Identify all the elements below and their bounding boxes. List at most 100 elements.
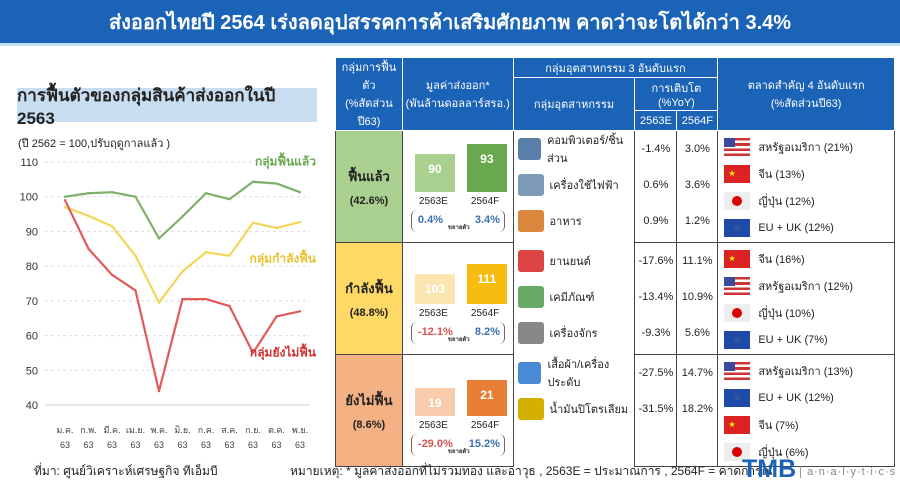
- market-item: สหรัฐอเมริกา (12%): [718, 272, 894, 299]
- x-tick-year: 63: [107, 440, 117, 450]
- x-tick-year: 63: [295, 440, 305, 450]
- industry-name: อาหาร: [549, 216, 582, 228]
- growth-2563e-value: -9.3%: [641, 327, 671, 339]
- growth-2564f: 3.4%: [474, 213, 500, 226]
- data-point: [157, 237, 161, 240]
- data-point: [298, 220, 302, 224]
- growth-bracket: 0.4% ขยายตัว 3.4%: [410, 209, 505, 232]
- market-item: ◌ EU + UK (12%): [718, 384, 894, 411]
- growth-2563e: 0.4%: [417, 213, 443, 226]
- line-chart: 110 100 90 80 70 60 50 40 ม.ค. 63 ก.พ. 63 มี.ค. 63 เม.…: [20, 151, 317, 450]
- data-point: [134, 195, 137, 198]
- y-tick-label: 70: [26, 296, 38, 308]
- industry-icon: [517, 285, 544, 308]
- page-title: ส่งออกไทยปี 2564 เร่งลดอุปสรรคการค้าเสริ…: [0, 0, 900, 46]
- us-flag-icon: [724, 276, 751, 295]
- data-point: [251, 351, 255, 355]
- x-tick-year: 63: [201, 440, 211, 450]
- y-tick-label: 80: [26, 261, 38, 273]
- data-point: [87, 214, 90, 218]
- growth-2563e-value: -17.6%: [638, 255, 674, 267]
- data-point: [87, 247, 90, 250]
- market-name: สหรัฐอเมริกา (12%): [758, 280, 854, 293]
- market-name: EU + UK (7%): [758, 333, 828, 346]
- china-flag-icon: ★: [724, 415, 751, 434]
- source-note: ที่มา: ศูนย์วิเคราะห์เศรษฐกิจ ทีเอ็มบี: [34, 464, 218, 478]
- market-item: ★ จีน (16%): [718, 245, 894, 272]
- data-point: [110, 273, 114, 277]
- x-tick-label: ต.ค.: [268, 425, 285, 435]
- data-point: [251, 221, 255, 224]
- data-point: [181, 297, 184, 301]
- y-tick-label: 100: [20, 192, 38, 204]
- growth-2564f-value: 3.0%: [684, 143, 710, 155]
- industry-icon: [517, 397, 544, 420]
- china-flag-icon: ★: [724, 249, 751, 268]
- industry-icon: [517, 361, 542, 384]
- data-point: [157, 389, 161, 393]
- header-markets-sub: (%สัดส่วนปี63): [770, 98, 842, 110]
- market-name: EU + UK (12%): [758, 221, 834, 234]
- year-label: 2563E: [418, 195, 448, 207]
- data-point: [63, 195, 67, 198]
- growth-2563e-value: -27.5%: [638, 367, 674, 379]
- data-point: [228, 254, 231, 257]
- group-share: (8.6%): [352, 419, 386, 431]
- industry-name: เครื่องใช้ไฟฟ้า: [549, 180, 619, 192]
- industry-name: เครื่องจักร: [549, 327, 598, 340]
- industry-item: อาหาร: [517, 203, 635, 239]
- group-name: ยังไม่ฟื้น: [345, 393, 393, 408]
- eu-flag-icon: ◌: [724, 330, 751, 349]
- growth-2563e-value: -13.4%: [638, 291, 674, 303]
- year-label: 2564F: [470, 307, 500, 319]
- group-name: กำลังฟื้น: [345, 281, 393, 296]
- group-cell: ยังไม่ฟื้น (8.6%): [335, 354, 403, 467]
- group-share: (42.6%): [349, 195, 389, 207]
- growth-2563e-value: -31.5%: [638, 403, 674, 415]
- x-tick-year: 63: [83, 440, 93, 450]
- footnote: หมายเหตุ: * มูลค่าส่งออกที่ไม่รวมทอง และ…: [290, 464, 773, 478]
- industry-icon: [517, 321, 544, 344]
- series-label: กลุ่มยังไม่ฟื้น: [250, 342, 317, 360]
- market-item: ◌ EU + UK (12%): [718, 214, 894, 241]
- japan-flag-icon: [724, 191, 751, 210]
- market-name: สหรัฐอเมริกา (13%): [758, 365, 854, 378]
- market-item: สหรัฐอเมริกา (21%): [718, 133, 894, 160]
- data-point: [110, 225, 114, 228]
- header-industry: กลุ่มอุตสาหกรรม: [512, 77, 636, 131]
- japan-flag-icon: [724, 442, 751, 461]
- bar-2563e: 90: [414, 153, 455, 192]
- industry-icon: [517, 174, 544, 196]
- data-point: [275, 182, 278, 185]
- data-point: [275, 226, 278, 230]
- data-point: [157, 301, 161, 304]
- market-name: จีน (16%): [758, 253, 805, 266]
- growth-2563e-value: -1.4%: [641, 143, 671, 155]
- x-tick-label: ส.ค.: [221, 425, 238, 435]
- growth-bracket: -29.0% ขยายตัว 15.2%: [410, 433, 505, 456]
- us-flag-icon: [724, 361, 751, 380]
- x-tick-label: ม.ค.: [57, 425, 74, 435]
- market-item: ญี่ปุ่น (6%): [718, 438, 894, 465]
- x-tick-label: ก.พ.: [80, 425, 96, 435]
- header-value-sub: (พันล้านดอลลาร์สรอ.): [405, 98, 510, 110]
- data-point: [228, 304, 231, 308]
- japan-flag-icon: [724, 303, 751, 322]
- industry-name: คอมพิวเตอร์/ชิ้นส่วน: [547, 135, 624, 165]
- industry-name: ยานยนต์: [549, 255, 591, 268]
- group-cell: ฟื้นแล้ว (42.6%): [335, 130, 403, 243]
- data-point: [134, 289, 137, 292]
- year-label: 2564F: [470, 195, 500, 207]
- industry-name: น้ำมันปิโตรเลียม: [549, 403, 629, 416]
- x-tick-year: 63: [154, 440, 164, 450]
- growth-2564f-value: 10.9%: [681, 291, 713, 303]
- market-item: ◌ EU + UK (7%): [718, 326, 894, 353]
- market-name: ญี่ปุ่น (12%): [758, 195, 815, 208]
- market-name: ญี่ปุ่น (10%): [758, 307, 815, 320]
- brand-subtitle: a·n·a·l·y·t·i·c·s: [800, 466, 896, 478]
- growth-bracket: -12.1% ขยายตัว 8.2%: [410, 321, 505, 344]
- data-point: [204, 192, 208, 195]
- market-name: จีน (7%): [758, 419, 799, 432]
- data-point: [228, 197, 231, 201]
- growth-2563e: -29.0%: [417, 437, 453, 450]
